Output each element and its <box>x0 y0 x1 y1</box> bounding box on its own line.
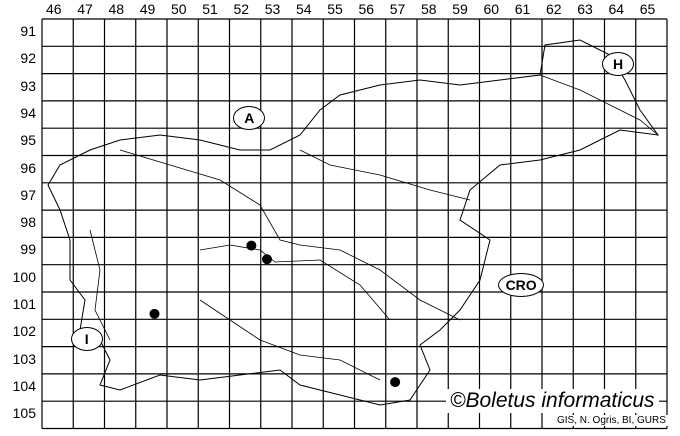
column-label: 56 <box>358 1 375 17</box>
row-label: 101 <box>12 296 36 312</box>
rivers <box>89 74 659 381</box>
column-label: 48 <box>108 1 125 17</box>
row-label: 104 <box>12 377 36 394</box>
row-label: 92 <box>20 50 36 67</box>
column-label: 47 <box>77 1 93 17</box>
row-label: 102 <box>12 323 36 340</box>
column-label: 60 <box>483 1 500 17</box>
country-label: I <box>70 327 103 352</box>
river <box>89 229 111 341</box>
column-label: 52 <box>233 1 250 17</box>
row-label: 91 <box>20 23 36 39</box>
source-text: GIS, N. Ogris, BI, GURS <box>555 415 668 426</box>
record-dot <box>390 377 401 388</box>
row-label: 94 <box>20 104 36 121</box>
river <box>299 149 471 201</box>
row-label: 97 <box>20 186 36 203</box>
river <box>539 74 659 136</box>
river <box>199 299 381 381</box>
country-label: H <box>602 51 634 76</box>
record-dot <box>246 240 257 251</box>
column-label: 57 <box>389 1 406 17</box>
column-label: 46 <box>46 1 62 17</box>
row-label: 98 <box>20 214 36 231</box>
column-label: 58 <box>421 1 437 17</box>
column-label: 61 <box>514 1 531 17</box>
row-label: 105 <box>12 405 36 422</box>
credit-text: ©Boletus informaticus <box>446 389 659 413</box>
column-label: 63 <box>577 1 593 17</box>
country-label: CRO <box>498 272 545 297</box>
column-label: 51 <box>202 1 218 17</box>
country-border <box>47 39 660 406</box>
record-dot <box>262 254 272 265</box>
record-dots <box>149 240 401 388</box>
row-label: 96 <box>20 159 36 176</box>
country-label: A <box>233 106 266 131</box>
column-label: 64 <box>608 1 625 17</box>
column-label: 50 <box>171 1 187 17</box>
row-label: 103 <box>12 350 36 367</box>
row-label: 93 <box>20 77 36 94</box>
record-dot <box>149 308 160 319</box>
grid <box>41 18 668 430</box>
column-label: 62 <box>546 1 562 17</box>
column-label: 59 <box>452 1 468 17</box>
row-label: 95 <box>20 132 36 149</box>
column-label: 54 <box>296 1 312 17</box>
column-label: 65 <box>639 1 656 17</box>
row-label: 100 <box>12 268 36 285</box>
column-label: 55 <box>327 1 343 17</box>
river <box>119 149 461 321</box>
row-label: 99 <box>20 241 36 258</box>
river <box>199 244 391 321</box>
column-label: 49 <box>139 1 156 17</box>
column-label: 53 <box>264 1 281 17</box>
